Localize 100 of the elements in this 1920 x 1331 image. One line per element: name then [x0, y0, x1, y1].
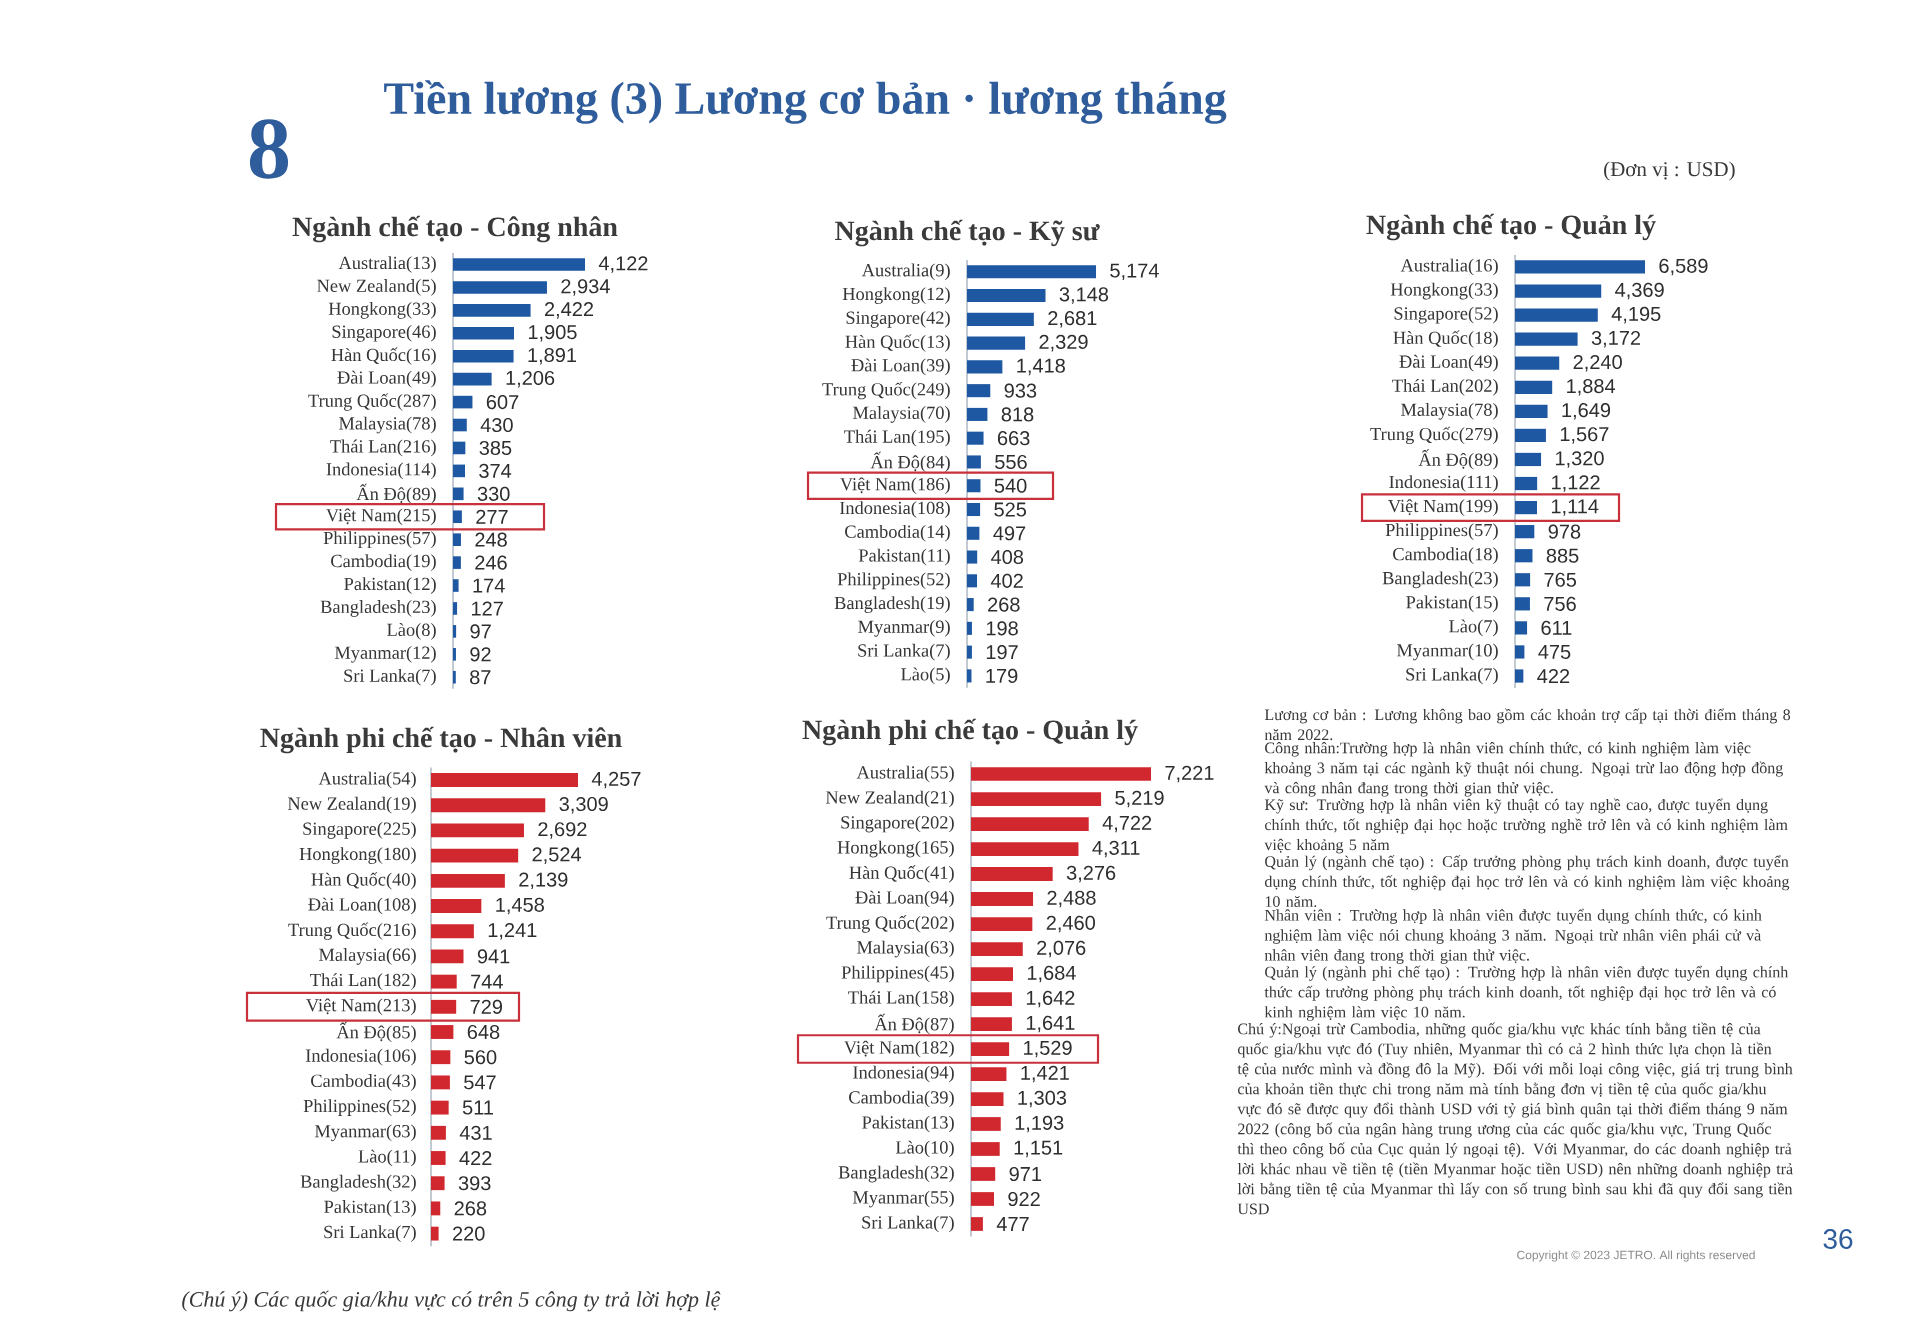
- data-label: 402: [990, 573, 1023, 588]
- chart-title: Ngành chế tạo - Quản lý: [1366, 213, 1656, 241]
- y-tick-label: Malaysia(63): [857, 940, 954, 958]
- bar: [971, 1117, 1001, 1131]
- data-label: 511: [462, 1100, 493, 1115]
- bar: [967, 407, 988, 421]
- bar: [971, 892, 1034, 906]
- y-tick-label: Pakistan(12): [344, 577, 436, 594]
- y-tick-label: Hongkong(12): [842, 287, 950, 304]
- bar: [971, 1017, 1012, 1031]
- bar: [967, 360, 1003, 374]
- bar: [453, 349, 514, 363]
- y-tick-label: Hàn Quốc(18): [1393, 330, 1498, 348]
- bar: [1515, 621, 1528, 635]
- bar: [431, 1050, 451, 1065]
- bar: [971, 792, 1102, 806]
- data-label: 1,122: [1552, 475, 1600, 492]
- data-label: 4,195: [1611, 306, 1661, 324]
- data-label: 885: [1546, 548, 1579, 563]
- data-label: 4,257: [591, 771, 641, 789]
- bar: [967, 669, 972, 683]
- bar: [431, 1100, 449, 1115]
- y-tick-label: Thái Lan(158): [848, 990, 954, 1008]
- y-tick-label: Australia(16): [1400, 258, 1498, 276]
- y-tick-label: Sri Lanka(7): [1406, 667, 1498, 685]
- y-tick-label: Việt Nam(182): [844, 1040, 954, 1058]
- bar: [453, 510, 462, 524]
- y-tick-label: Hongkong(33): [328, 302, 436, 319]
- data-label: 277: [476, 509, 508, 524]
- data-label: 663: [997, 431, 1030, 446]
- bar: [431, 823, 524, 838]
- y-tick-label: Đài Loan(49): [337, 370, 436, 388]
- y-tick-label: New Zealand(21): [825, 790, 954, 808]
- data-label: 7,221: [1165, 765, 1214, 783]
- bar: [967, 645, 972, 659]
- data-label: 4,369: [1615, 282, 1664, 300]
- data-label: 4,122: [598, 256, 648, 273]
- chart-title: Ngành phi chế tạo - Nhân viên: [260, 726, 622, 754]
- bar: [431, 1151, 446, 1165]
- data-label: 422: [459, 1151, 492, 1165]
- y-tick-label: Myanmar(12): [334, 645, 436, 663]
- data-label: 611: [1541, 620, 1572, 635]
- bar: [1515, 500, 1537, 515]
- data-label: 2,240: [1573, 354, 1622, 372]
- data-label: 2,460: [1046, 915, 1095, 933]
- chart-title: Ngành chế tạo - Công nhân: [292, 215, 618, 243]
- bar: [453, 395, 473, 409]
- data-label: 1,114: [1551, 499, 1599, 516]
- text: Nhân viên : Trường hợp là nhân viên được tuyển dụng chính thức, có kinh nghiệm làm việc nói chung khoảng 3 năm. Ngoại trừ nhân viên phái cử và nhân viên đang trong thời gian thử việc.: [1264, 908, 1762, 964]
- bar: [431, 848, 519, 863]
- y-tick-label: Bangladesh(23): [320, 600, 436, 617]
- y-tick-label: Việt Nam(199): [1388, 499, 1498, 516]
- data-label: 1,206: [506, 370, 555, 388]
- bar: [431, 924, 474, 939]
- bar: [453, 281, 547, 294]
- data-label: 268: [454, 1201, 487, 1216]
- y-tick-label: Australia(9): [861, 263, 950, 281]
- bar: [971, 1042, 1010, 1056]
- y-tick-label: Indonesia(114): [326, 462, 436, 480]
- y-tick-label: Myanmar(55): [852, 1190, 954, 1208]
- data-label: 971: [1009, 1166, 1042, 1182]
- y-tick-label: Philippines(52): [837, 572, 950, 590]
- y-tick-label: Australia(55): [856, 765, 954, 783]
- data-label: 547: [464, 1075, 496, 1090]
- bar: [1515, 525, 1535, 539]
- bar: [1515, 380, 1553, 394]
- y-tick-label: Việt Nam(186): [840, 477, 950, 495]
- data-label: 92: [470, 647, 491, 662]
- bar: [1515, 549, 1533, 563]
- y-tick-label: Indonesia(111): [1389, 475, 1498, 492]
- text: Lương cơ bản : Lương không bao gồm các khoản trợ cấp tại thời điểm tháng 8 năm 2022.: [1264, 708, 1791, 741]
- data-label: 818: [1001, 407, 1034, 422]
- y-tick-label: Trung Quốc(249): [822, 382, 950, 400]
- data-label: 431: [459, 1125, 492, 1140]
- y-tick-label: Việt Nam(215): [326, 508, 436, 526]
- bar: [967, 336, 1026, 350]
- data-label: 525: [994, 502, 1027, 517]
- data-label: 2,934: [561, 279, 610, 296]
- bar: [971, 867, 1053, 881]
- bar: [431, 949, 464, 964]
- y-tick-label: Myanmar(9): [858, 619, 950, 637]
- y-tick-label: Đài Loan(108): [308, 897, 416, 915]
- text: Quản lý (ngành chế tạo) : Cấp trưởng phòng phụ trách kinh doanh, được tuyển dụng chính thức, tốt nghiệp đại học trở lên và có kinh nghiệm làm việc khoảng 10 năm.: [1264, 855, 1790, 908]
- y-tick-label: Malaysia(66): [319, 948, 416, 965]
- data-label: 1,193: [1015, 1115, 1064, 1133]
- data-label: 729: [470, 999, 503, 1014]
- bar: [971, 1192, 994, 1206]
- y-tick-label: Philippines(45): [841, 965, 954, 983]
- bar: [1515, 597, 1530, 611]
- text: (Đơn vị : USD): [1604, 161, 1735, 181]
- bar: [453, 372, 492, 386]
- text: Kỹ sư: Trường hợp là nhân viên kỹ thuật có tay nghề cao, được tuyển dụng chính thức, tốt nghiệp đại học hoặc trường nghề trở lên và có kinh nghiệm làm việc khoảng 5 năm: [1264, 798, 1788, 854]
- data-label: 1,303: [1018, 1090, 1067, 1108]
- data-label: 607: [486, 395, 519, 410]
- bar: [453, 556, 461, 569]
- bar: [1515, 476, 1538, 491]
- data-label: 475: [1538, 644, 1571, 659]
- y-tick-label: Philippines(57): [1385, 523, 1498, 540]
- bar: [431, 798, 546, 813]
- data-label: 1,649: [1562, 403, 1611, 420]
